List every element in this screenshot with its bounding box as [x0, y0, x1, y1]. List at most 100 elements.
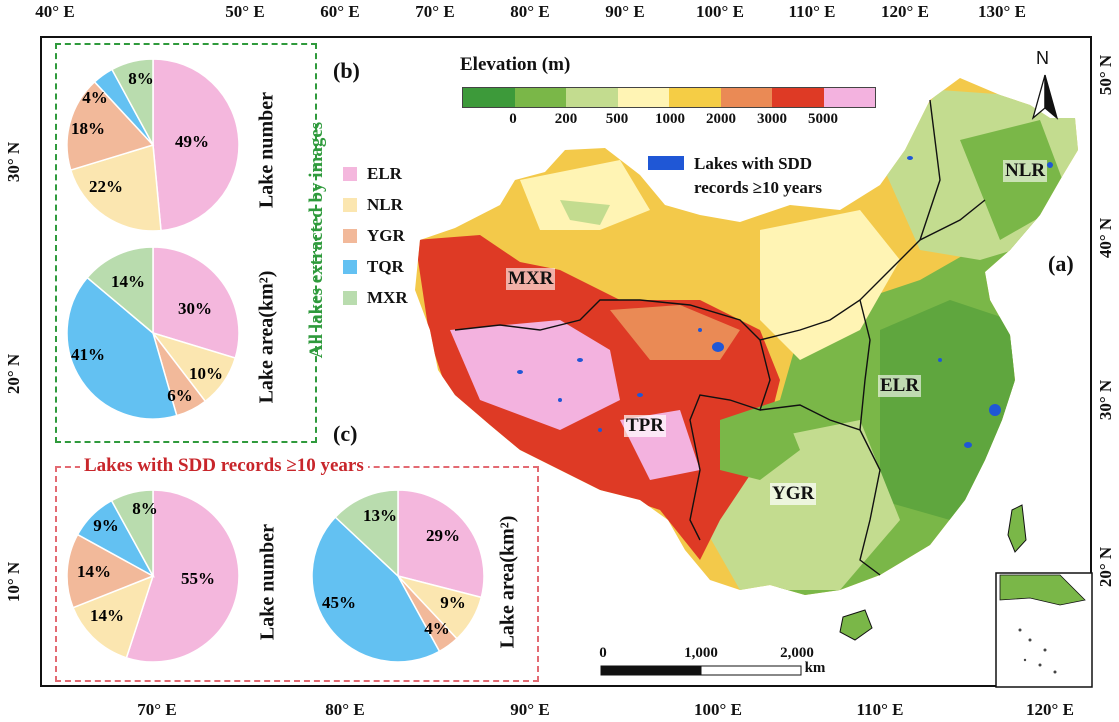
legend-item: MXR	[343, 282, 408, 313]
pie-data-label: 10%	[189, 364, 223, 383]
elevation-tick-label: 5000	[808, 111, 838, 127]
axis-bottom-tick: 110° E	[856, 700, 904, 719]
legend-label: MXR	[367, 287, 408, 307]
pie-data-label: 8%	[128, 69, 154, 88]
panel-b-letter: (b)	[333, 58, 360, 83]
region-label-mxr: MXR	[506, 268, 556, 290]
pie-data-label: 6%	[167, 386, 193, 405]
elevation-color-cell	[617, 88, 669, 107]
elevation-tick-label: 0	[509, 111, 517, 127]
panel-c-letter: (c)	[333, 421, 358, 446]
legend-swatch	[343, 228, 357, 243]
elevation-tick-label: 500	[605, 111, 629, 127]
pie-slice-mxr	[110, 58, 154, 146]
legend-label: YGR	[367, 225, 405, 245]
pie-slice-elr	[397, 489, 485, 599]
region-label-elr: ELR	[878, 375, 922, 397]
elevation-tick-label: 1000	[655, 111, 685, 127]
elevation-color-cell	[823, 88, 875, 107]
pie-data-label: 14%	[77, 562, 111, 581]
axis-bottom-tick: 70° E	[137, 700, 177, 719]
elevation-color-cell	[514, 88, 566, 107]
axis-top-tick: 110° E	[788, 2, 836, 21]
north-arrow-icon	[1031, 74, 1059, 120]
map-frame	[40, 36, 1092, 687]
scale-unit: km	[804, 660, 826, 676]
pie-slice-elr	[152, 246, 240, 359]
axis-top-tick: 120° E	[881, 2, 929, 21]
north-letter: N	[1036, 48, 1049, 68]
panel-b-box	[55, 43, 317, 443]
pie-data-label: 4%	[424, 619, 450, 638]
legend-swatch	[343, 290, 357, 305]
legend-item: ELR	[343, 158, 408, 189]
pie-slice-ygr	[66, 533, 155, 609]
pie-data-label: 49%	[175, 132, 209, 151]
legend-swatch	[343, 259, 357, 274]
legend-item: NLR	[343, 189, 408, 220]
legend-label: ELR	[367, 163, 402, 183]
pie-data-label: 22%	[89, 177, 123, 196]
elevation-color-cell	[566, 88, 618, 107]
pie-data-label: 55%	[181, 569, 215, 588]
scale-label-2000: 2,000	[780, 645, 814, 661]
panel-a-letter: (a)	[1048, 251, 1074, 276]
pie-slice-mxr	[86, 246, 154, 335]
axis-top-tick: 80° E	[510, 2, 550, 21]
elevation-color-cell	[720, 88, 772, 107]
pie-slice-elr	[152, 58, 240, 232]
scale-label-1000: 1,000	[684, 645, 718, 661]
legend-swatch	[343, 197, 357, 212]
axis-top-tick: 40° E	[35, 2, 75, 21]
pie-slice-nlr	[69, 144, 162, 232]
pie-slice-tqr	[66, 276, 178, 420]
pie-data-label: 30%	[178, 299, 212, 318]
region-legend: ELR NLR YGR TQR MXR	[343, 158, 408, 313]
elevation-color-cell	[463, 88, 515, 107]
pie-data-label: 29%	[426, 526, 460, 545]
axis-top-tick: 50° E	[225, 2, 265, 21]
panel-c-title: Lakes with SDD records ≥10 years	[80, 455, 368, 477]
legend-item: TQR	[343, 251, 408, 282]
legend-label: NLR	[367, 194, 403, 214]
axis-top-tick: 130° E	[978, 2, 1026, 21]
pie-data-label: 14%	[111, 272, 145, 291]
elevation-colorbar	[462, 87, 876, 108]
pie-data-label: 8%	[132, 499, 158, 518]
pie-data-label: 41%	[71, 345, 105, 364]
pie-data-label: 18%	[71, 119, 105, 138]
axis-bottom-tick: 90° E	[510, 700, 550, 719]
elevation-legend-title: Elevation (m)	[460, 54, 571, 75]
sdd-legend-line2: records ≥10 years	[694, 178, 822, 197]
legend-label: TQR	[367, 256, 404, 276]
axis-bottom-tick: 80° E	[325, 700, 365, 719]
pie-data-label: 13%	[363, 506, 397, 525]
axis-bottom-tick: 100° E	[694, 700, 742, 719]
pie-slice-nlr	[72, 574, 155, 659]
elevation-tick-label: 2000	[706, 111, 736, 127]
pie-data-label: 45%	[322, 593, 356, 612]
axis-top-tick: 100° E	[696, 2, 744, 21]
sdd-lake-swatch	[648, 156, 684, 170]
elevation-tick-label: 200	[554, 111, 578, 127]
sdd-legend-line1: Lakes with SDD	[694, 154, 813, 173]
axis-top-tick: 60° E	[320, 2, 360, 21]
elevation-tick-label: 3000	[757, 111, 787, 127]
axis-bottom-tick: 120° E	[1026, 700, 1074, 719]
region-label-tpr: TPR	[624, 415, 666, 437]
scale-label-0: 0	[599, 645, 607, 661]
pie-data-label: 14%	[90, 606, 124, 625]
pie-data-label: 9%	[93, 516, 119, 535]
axis-top-tick: 70° E	[415, 2, 455, 21]
pie-slice-mxr	[334, 489, 399, 578]
pie-slice-elr	[125, 489, 240, 663]
legend-swatch	[343, 166, 357, 181]
pie-data-label: 4%	[82, 88, 108, 107]
pie-slice-ygr	[66, 80, 155, 171]
sdd-lakes-legend: Lakes with SDD records ≥10 years	[648, 152, 822, 200]
elevation-color-cell	[772, 88, 824, 107]
elevation-color-cell	[669, 88, 721, 107]
pie-data-label: 9%	[440, 593, 466, 612]
region-label-ygr: YGR	[770, 483, 817, 505]
